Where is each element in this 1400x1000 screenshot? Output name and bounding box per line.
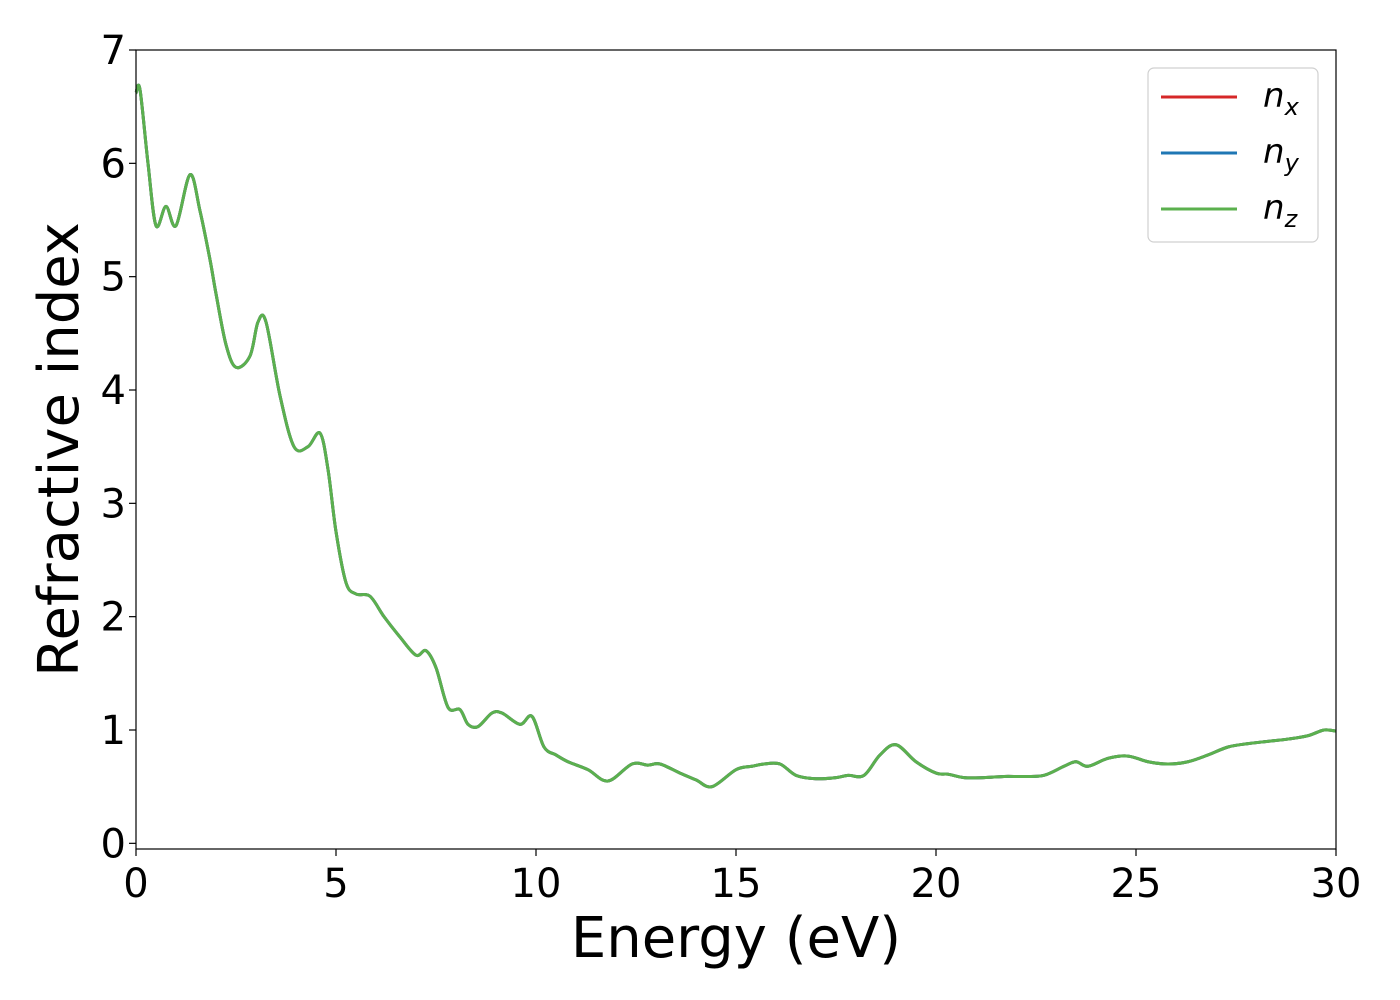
legend-label: nz [1263,188,1299,233]
y-tick-label: 0 [101,821,126,867]
x-axis-title: Energy (eV) [571,906,901,971]
series-line-n-z [134,83,1337,789]
y-tick-label: 2 [101,595,126,641]
x-tick-label: 25 [1111,861,1162,907]
y-axis-ticks: 0 1 2 3 4 5 6 7 [101,28,136,867]
x-axis-ticks: 0 5 10 15 20 25 30 [123,849,1361,907]
x-tick-label: 5 [323,861,348,907]
legend: nx ny nz [1147,67,1319,243]
y-tick-label: 1 [101,708,126,754]
legend-box [1147,67,1319,243]
x-tick-label: 20 [911,861,962,907]
x-tick-label: 30 [1311,861,1362,907]
legend-label: nx [1263,76,1300,121]
y-tick-label: 6 [101,141,126,187]
y-tick-label: 4 [101,368,126,414]
x-tick-label: 10 [511,861,562,907]
y-tick-label: 3 [101,481,126,527]
y-axis-title: Refractive index [27,222,92,677]
x-tick-label: 0 [123,861,148,907]
y-tick-label: 5 [101,255,126,301]
x-tick-label: 15 [711,861,762,907]
series-layer [134,83,1337,789]
y-tick-label: 7 [101,28,126,74]
legend-label: ny [1263,132,1300,177]
